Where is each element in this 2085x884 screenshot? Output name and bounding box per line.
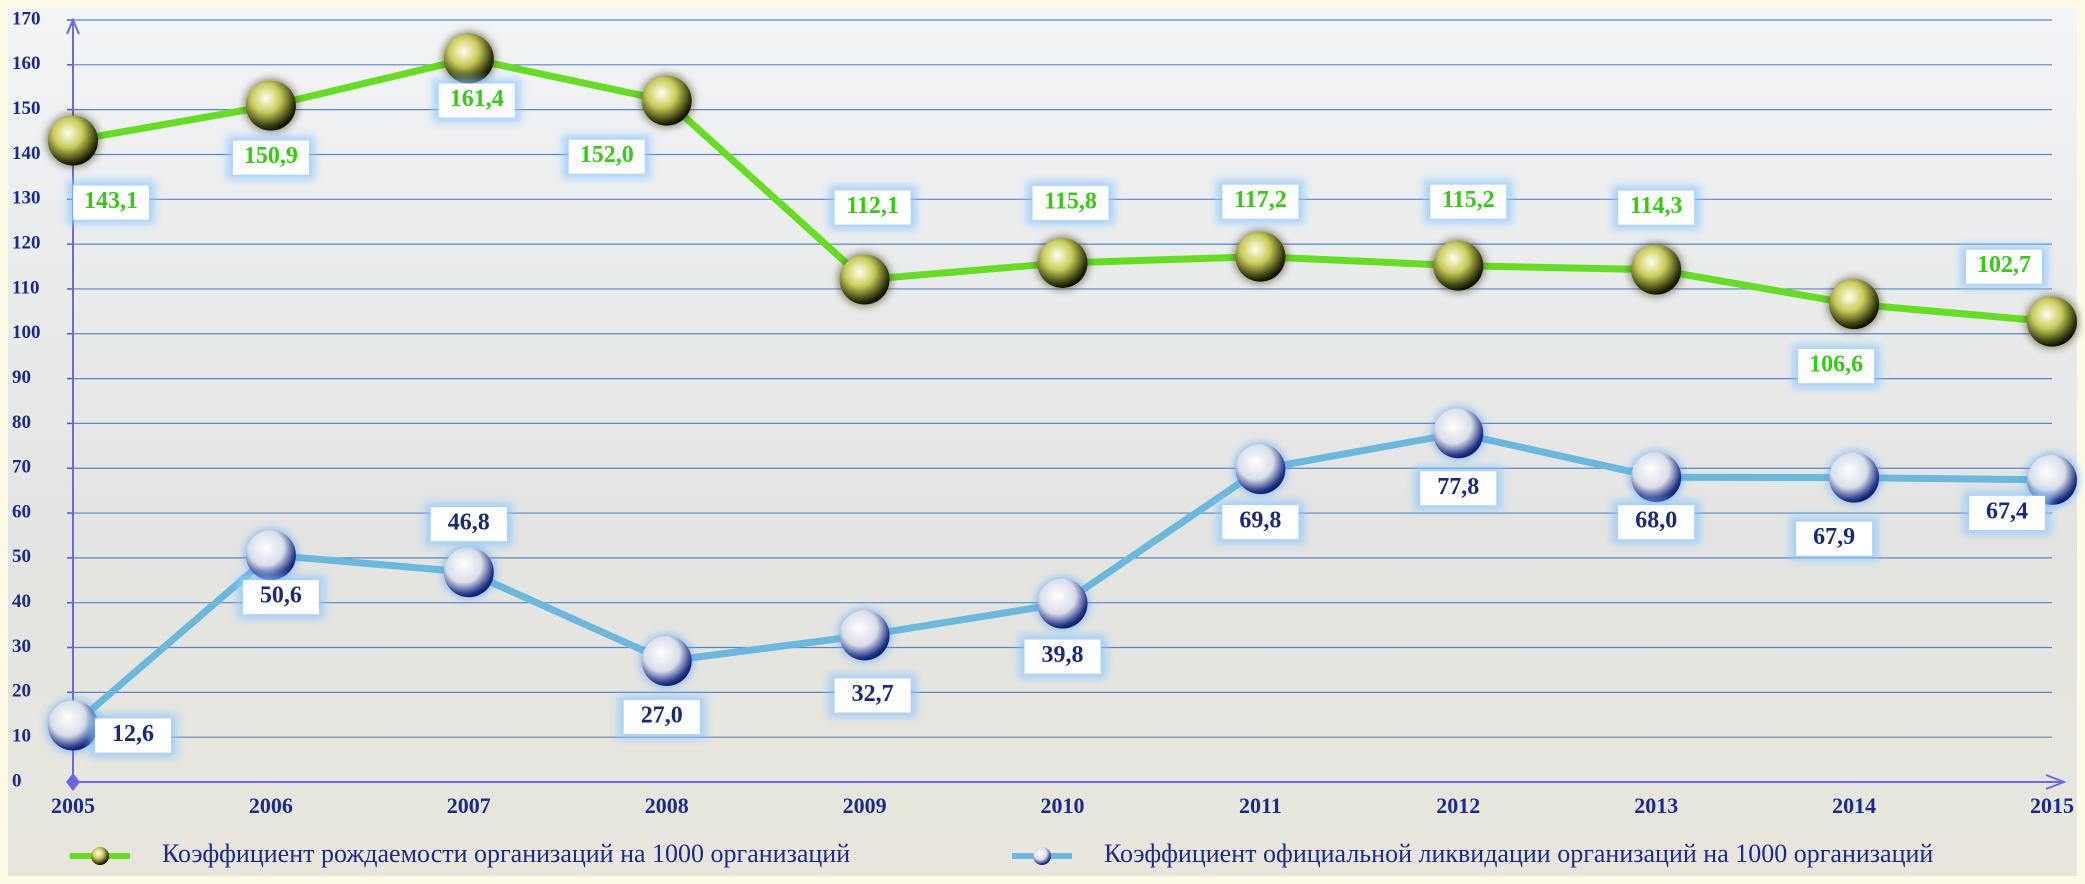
x-tick-label: 2005 [51, 793, 95, 818]
y-tick-label: 80 [12, 412, 31, 433]
data-label: 67,9 [1813, 524, 1855, 550]
marker [246, 530, 296, 580]
x-tick-label: 2013 [1634, 793, 1678, 818]
data-label: 112,1 [846, 193, 899, 219]
data-label: 115,8 [1044, 188, 1097, 214]
data-label: 117,2 [1234, 187, 1287, 213]
y-tick-label: 50 [12, 546, 31, 567]
y-tick-label: 120 [12, 232, 41, 253]
y-tick-label: 30 [12, 636, 31, 657]
data-label: 12,6 [112, 721, 154, 747]
y-tick-label: 60 [12, 501, 31, 522]
data-label: 150,9 [244, 143, 298, 169]
data-label: 152,0 [580, 142, 634, 168]
x-tick-label: 2010 [1041, 793, 1085, 818]
y-tick-label: 110 [12, 277, 39, 298]
y-tick-label: 160 [12, 53, 41, 74]
y-tick-label: 0 [12, 770, 22, 791]
marker [1235, 232, 1285, 282]
marker [1631, 452, 1681, 502]
data-label: 106,6 [1809, 352, 1863, 378]
data-label: 143,1 [84, 188, 138, 214]
x-tick-label: 2014 [1832, 793, 1876, 818]
x-tick-label: 2007 [447, 793, 491, 818]
marker [1038, 238, 1088, 288]
marker [2027, 297, 2077, 347]
marker [48, 116, 98, 166]
x-tick-label: 2011 [1239, 793, 1282, 818]
y-tick-label: 70 [12, 457, 31, 478]
marker [1829, 453, 1879, 503]
legend-label: Коэффициент рождаемости организаций на 1… [162, 839, 850, 868]
marker [246, 81, 296, 131]
marker [1433, 408, 1483, 458]
y-tick-label: 20 [12, 681, 31, 702]
data-label: 114,3 [1630, 193, 1683, 219]
data-label: 50,6 [260, 583, 302, 609]
data-label: 102,7 [1977, 252, 2031, 278]
y-tick-label: 130 [12, 188, 41, 209]
marker [1038, 579, 1088, 629]
marker [840, 610, 890, 660]
legend-label: Коэффициент официальной ликвидации орган… [1104, 839, 1933, 868]
marker [444, 547, 494, 597]
marker [444, 34, 494, 84]
legend-marker [91, 847, 109, 865]
marker [1829, 279, 1879, 329]
y-tick-label: 40 [12, 591, 31, 612]
background [8, 8, 2077, 876]
marker [840, 255, 890, 305]
x-tick-label: 2012 [1436, 793, 1480, 818]
x-tick-label: 2009 [843, 793, 887, 818]
y-tick-label: 10 [12, 726, 31, 747]
x-tick-label: 2015 [2030, 793, 2074, 818]
y-tick-label: 90 [12, 367, 31, 388]
data-label: 39,8 [1042, 642, 1084, 668]
data-label: 27,0 [641, 702, 683, 728]
marker [642, 636, 692, 686]
marker [1631, 245, 1681, 295]
chart: 0 10 20 30 40 50 60 70 80 90 100 110 120 130 140 150 160… [0, 0, 2085, 884]
marker [1235, 444, 1285, 494]
marker [642, 76, 692, 126]
data-label: 115,2 [1442, 187, 1495, 213]
data-label: 67,4 [1986, 498, 2028, 524]
page: {"chart_data": {"type": "line", "categor… [0, 0, 2085, 884]
data-label: 46,8 [448, 510, 490, 536]
y-tick-label: 170 [12, 8, 41, 29]
data-label: 68,0 [1635, 508, 1677, 534]
marker [1433, 241, 1483, 291]
y-tick-label: 140 [12, 143, 41, 164]
x-tick-label: 2006 [249, 793, 293, 818]
y-tick-label: 150 [12, 98, 41, 119]
x-tick-label: 2008 [645, 793, 689, 818]
data-label: 77,8 [1437, 474, 1479, 500]
legend-marker [1033, 847, 1051, 865]
data-label: 161,4 [450, 86, 504, 112]
data-label: 69,8 [1239, 508, 1281, 534]
data-label: 32,7 [852, 681, 894, 707]
y-tick-label: 100 [12, 322, 41, 343]
